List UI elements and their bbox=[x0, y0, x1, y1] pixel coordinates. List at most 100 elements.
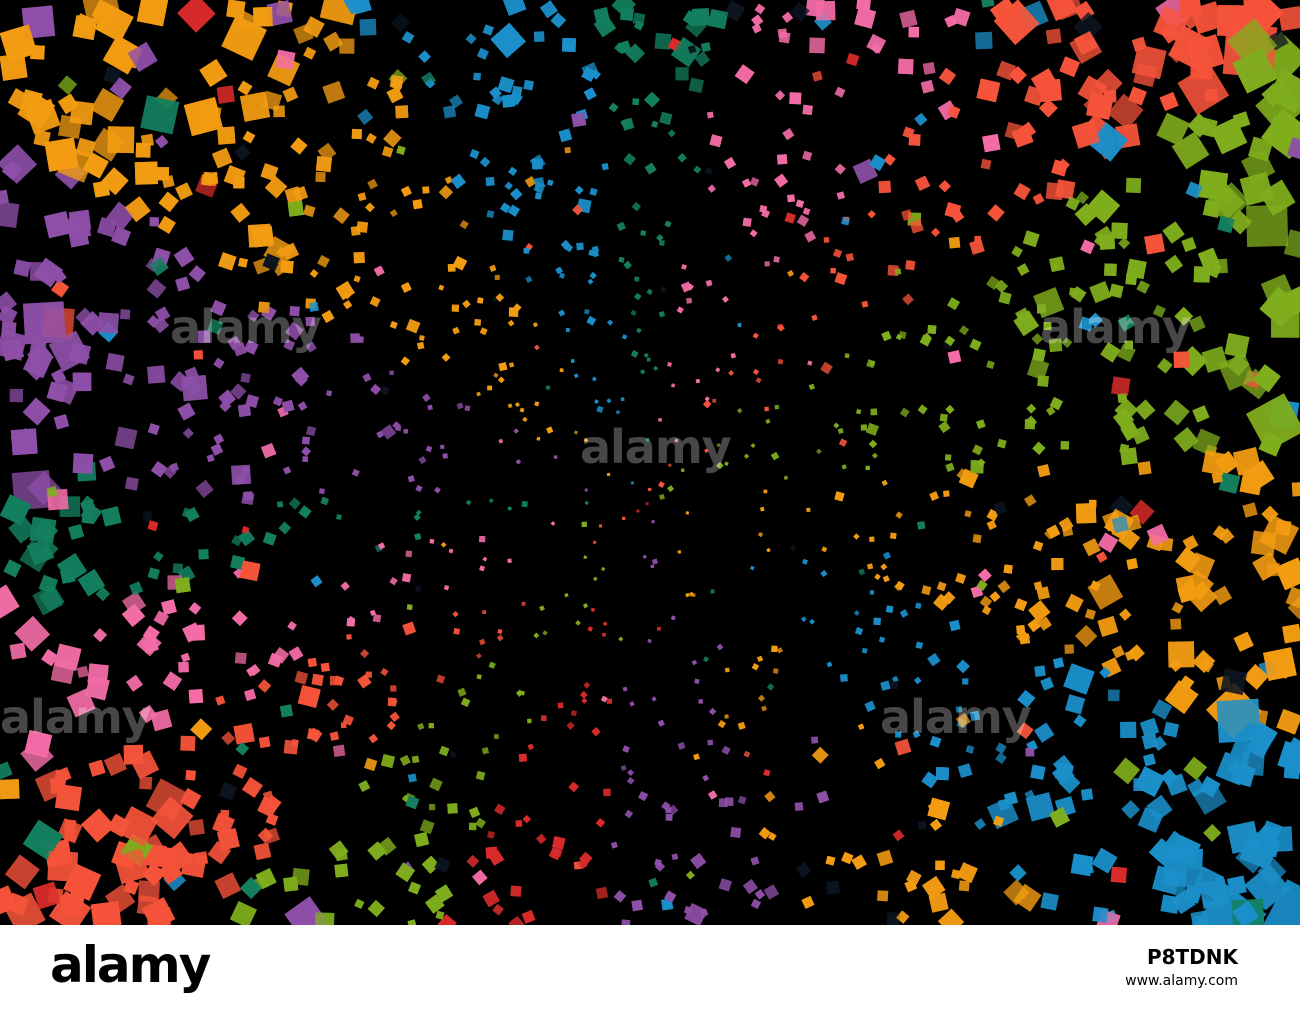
confetti-square bbox=[631, 201, 642, 212]
confetti-square bbox=[937, 908, 965, 925]
confetti-square bbox=[310, 575, 323, 588]
confetti-square bbox=[1107, 689, 1120, 702]
confetti-square bbox=[1043, 322, 1052, 331]
confetti-square bbox=[428, 803, 436, 811]
confetti-square bbox=[965, 744, 975, 754]
confetti-square bbox=[741, 178, 752, 188]
confetti-square bbox=[606, 472, 611, 477]
confetti-square bbox=[625, 43, 646, 64]
confetti-square bbox=[802, 104, 813, 116]
confetti-square bbox=[882, 551, 892, 560]
confetti-square bbox=[728, 370, 734, 376]
confetti-square bbox=[736, 407, 743, 414]
confetti-square bbox=[147, 365, 166, 384]
confetti-square bbox=[724, 797, 734, 806]
confetti-square bbox=[199, 58, 228, 88]
confetti-square bbox=[323, 31, 343, 52]
confetti-square bbox=[709, 707, 717, 716]
confetti-square bbox=[30, 45, 45, 60]
confetti-square bbox=[53, 414, 70, 430]
site-url-link[interactable]: www.alamy.com bbox=[1125, 973, 1238, 989]
confetti-square bbox=[76, 665, 89, 678]
confetti-square bbox=[180, 735, 196, 751]
confetti-square bbox=[861, 300, 869, 308]
confetti-square bbox=[357, 192, 367, 202]
confetti-square bbox=[510, 187, 523, 201]
confetti-square bbox=[589, 271, 597, 280]
confetti-square bbox=[1232, 111, 1251, 129]
confetti-square bbox=[376, 430, 384, 439]
confetti-square bbox=[1143, 753, 1156, 767]
confetti-square bbox=[177, 0, 216, 33]
confetti-square bbox=[591, 727, 601, 737]
confetti-square bbox=[550, 12, 567, 29]
confetti-square bbox=[339, 38, 355, 54]
confetti-square bbox=[1052, 754, 1074, 776]
confetti-square bbox=[986, 508, 999, 522]
confetti-square bbox=[414, 832, 430, 848]
confetti-square bbox=[488, 849, 505, 866]
confetti-square bbox=[1045, 28, 1062, 45]
confetti-square bbox=[650, 564, 655, 569]
confetti-square bbox=[773, 256, 780, 263]
confetti-square bbox=[351, 128, 362, 140]
confetti-square bbox=[759, 205, 768, 214]
confetti-square bbox=[646, 357, 651, 362]
confetti-square bbox=[146, 278, 167, 299]
confetti-square bbox=[620, 764, 627, 771]
confetti-square bbox=[1011, 245, 1023, 258]
confetti-square bbox=[734, 64, 755, 85]
confetti-square bbox=[438, 284, 445, 291]
confetti-square bbox=[978, 568, 992, 583]
confetti-square bbox=[854, 6, 877, 29]
confetti-square bbox=[583, 437, 589, 443]
confetti-square bbox=[593, 576, 598, 582]
confetti-square bbox=[681, 468, 685, 472]
confetti-square bbox=[412, 199, 423, 210]
confetti-square bbox=[1036, 586, 1050, 600]
confetti-square bbox=[449, 94, 464, 109]
confetti-square bbox=[126, 674, 143, 692]
confetti-square bbox=[527, 718, 532, 724]
confetti-square bbox=[482, 24, 494, 36]
confetti-square bbox=[782, 128, 795, 141]
confetti-square bbox=[883, 153, 896, 166]
confetti-square bbox=[366, 76, 380, 90]
confetti-square bbox=[750, 443, 756, 449]
confetti-square bbox=[347, 615, 355, 624]
confetti-square bbox=[922, 875, 946, 900]
confetti-square bbox=[815, 0, 836, 21]
confetti-square bbox=[150, 796, 194, 840]
confetti-square bbox=[512, 303, 522, 313]
confetti-square bbox=[970, 460, 984, 474]
confetti-square bbox=[546, 426, 554, 434]
confetti-square bbox=[1024, 85, 1045, 106]
confetti-square bbox=[134, 161, 158, 185]
confetti-square bbox=[434, 856, 451, 873]
confetti-square bbox=[568, 781, 579, 793]
confetti-square bbox=[53, 769, 69, 785]
confetti-square bbox=[677, 153, 687, 163]
confetti-square bbox=[1013, 883, 1042, 912]
confetti-square bbox=[899, 609, 909, 618]
confetti-square bbox=[1283, 229, 1300, 261]
confetti-square bbox=[305, 316, 315, 327]
confetti-square bbox=[1173, 427, 1199, 453]
confetti-square bbox=[283, 739, 299, 755]
confetti-square bbox=[282, 86, 299, 103]
confetti-square bbox=[513, 428, 519, 434]
confetti-square bbox=[869, 590, 875, 595]
confetti-square bbox=[1033, 581, 1043, 590]
confetti-square bbox=[886, 911, 901, 925]
confetti-square bbox=[864, 700, 876, 712]
confetti-square bbox=[102, 34, 143, 75]
confetti-square bbox=[1026, 357, 1050, 381]
confetti-square bbox=[273, 105, 285, 118]
confetti-square bbox=[141, 636, 159, 654]
confetti-square bbox=[1074, 203, 1098, 227]
confetti-square bbox=[583, 87, 597, 101]
confetti-square bbox=[1125, 177, 1142, 194]
confetti-square bbox=[486, 210, 495, 219]
confetti-square bbox=[671, 853, 679, 861]
confetti-square bbox=[693, 753, 700, 761]
